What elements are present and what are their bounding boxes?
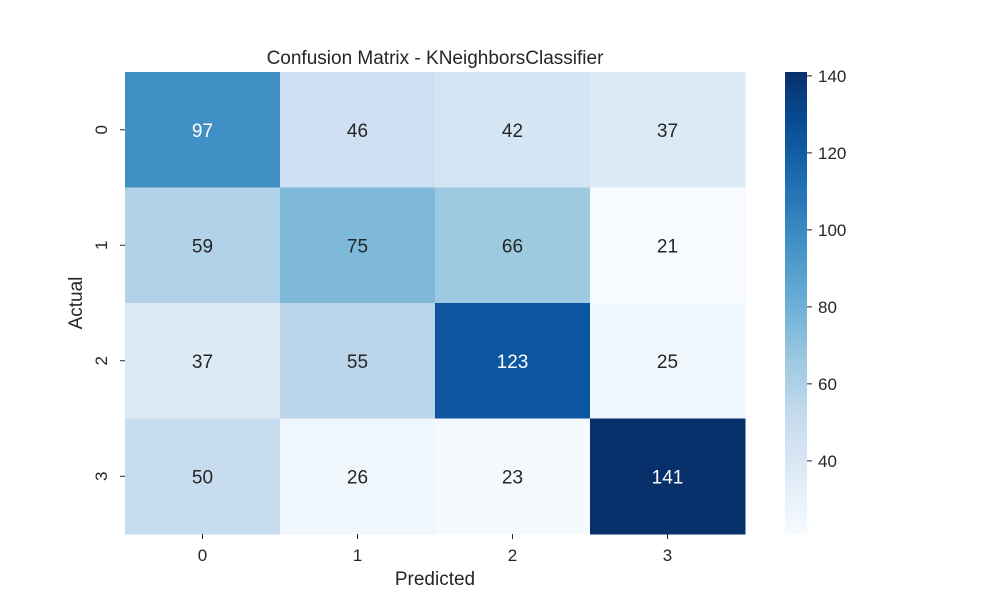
heatmap-cell-r3-c3 (590, 418, 746, 535)
cell-value-label: 66 (502, 236, 523, 257)
x-tick-label: 2 (508, 546, 517, 565)
chart-title: Confusion Matrix - KNeighborsClassifier (267, 48, 605, 69)
cell-value-label: 46 (347, 121, 368, 142)
y-tick-label: 3 (92, 472, 111, 481)
cell-value-label: 59 (192, 236, 213, 257)
colorbar-tick-label: 120 (818, 144, 846, 163)
cell-value-label: 42 (502, 121, 523, 142)
y-axis-ticks: 0 1 2 3 (92, 125, 125, 481)
cell-value-label: 37 (192, 352, 213, 373)
cell-value-label: 37 (657, 121, 678, 142)
heatmap-cell-r3-c2 (435, 418, 591, 535)
cell-value-label: 75 (347, 236, 368, 257)
cell-value-label: 26 (347, 467, 368, 488)
cell-value-label: 141 (652, 467, 684, 488)
colorbar-tick-label: 80 (818, 298, 837, 317)
y-tick-label: 0 (92, 125, 111, 134)
cell-value-label: 23 (502, 467, 523, 488)
heatmap-cell-r2-c2 (435, 303, 591, 419)
y-axis-label: Actual (66, 277, 87, 330)
heatmap-cell-r1-c2 (435, 187, 591, 304)
heatmap-cell-r3-c0 (125, 418, 281, 535)
colorbar-tick-label: 140 (818, 67, 846, 86)
heatmap-cell-r2-c3 (590, 303, 746, 419)
colorbar-tick-label: 60 (818, 375, 837, 394)
x-tick-label: 3 (663, 546, 672, 565)
cell-value-label: 97 (192, 121, 213, 142)
colorbar-tick-label: 40 (818, 452, 837, 471)
cell-value-label: 55 (347, 352, 368, 373)
cell-value-label: 50 (192, 467, 213, 488)
cell-value-label: 123 (497, 352, 529, 373)
colorbar-tick-label: 100 (818, 221, 846, 240)
heatmap-cell-r0-c0 (125, 72, 281, 188)
cell-value-label: 25 (657, 352, 678, 373)
colorbar (785, 72, 807, 534)
heatmap-cell-r0-c3 (590, 72, 746, 188)
heatmap-cell-r1-c1 (280, 187, 436, 304)
cell-value-label: 21 (657, 236, 678, 257)
heatmap-cells: 97 46 42 37 59 75 66 21 37 55 123 25 50 26 23 141 (125, 72, 746, 535)
x-tick-label: 1 (353, 546, 362, 565)
heatmap-cell-r1-c0 (125, 187, 281, 304)
heatmap-cell-r1-c3 (590, 187, 746, 304)
heatmap-cell-r3-c1 (280, 418, 436, 535)
heatmap-cell-r2-c1 (280, 303, 436, 419)
x-axis-ticks: 0 1 2 3 (198, 534, 672, 565)
heatmap-cell-r2-c0 (125, 303, 281, 419)
y-tick-label: 1 (92, 241, 111, 250)
heatmap-cell-r0-c2 (435, 72, 591, 188)
heatmap-cell-r0-c1 (280, 72, 436, 188)
y-tick-label: 2 (92, 356, 111, 365)
colorbar-ticks: 40 60 80 100 120 140 (807, 67, 846, 471)
x-axis-label: Predicted (395, 569, 475, 590)
x-tick-label: 0 (198, 546, 207, 565)
